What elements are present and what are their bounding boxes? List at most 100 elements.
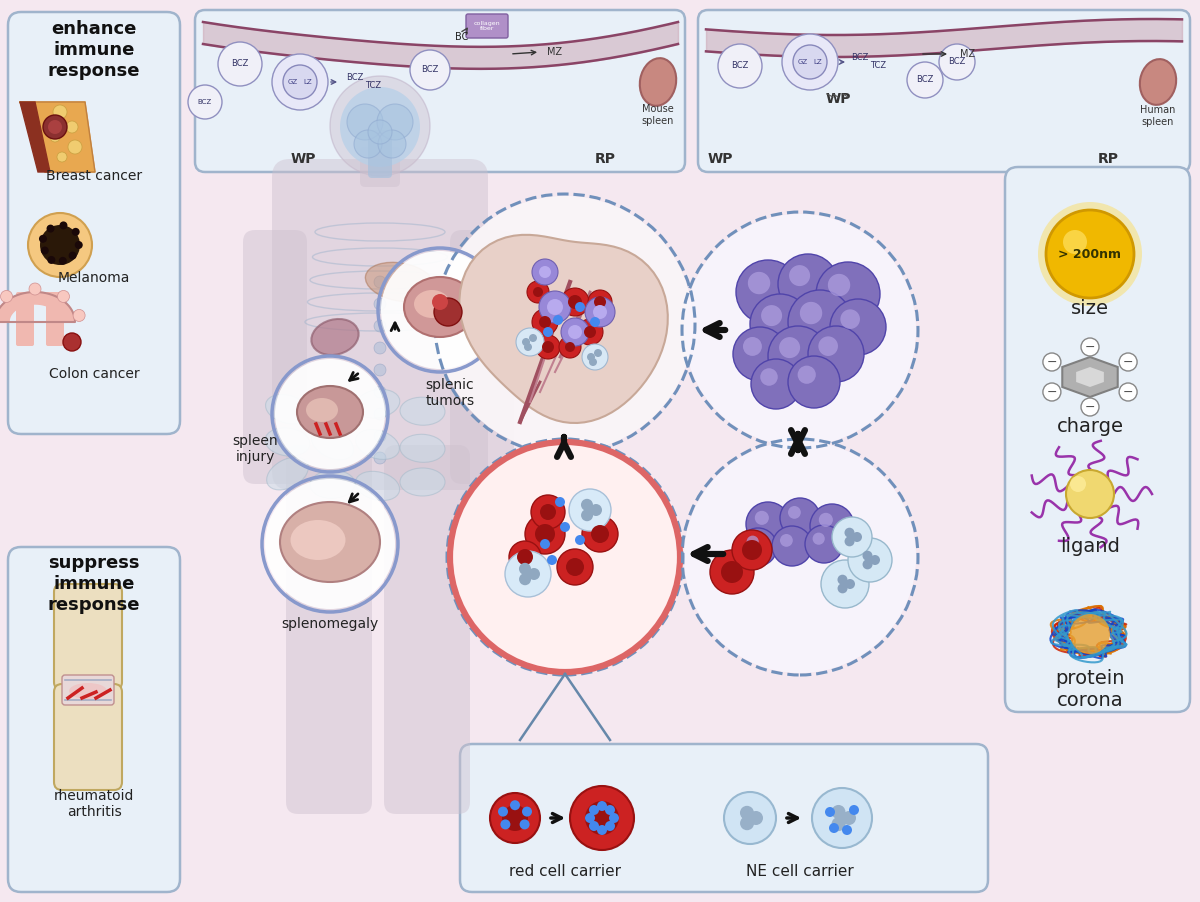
Text: > 200nm: > 200nm bbox=[1058, 247, 1122, 261]
Ellipse shape bbox=[400, 468, 445, 496]
Circle shape bbox=[832, 517, 872, 557]
Circle shape bbox=[53, 105, 67, 119]
Text: WP: WP bbox=[707, 152, 733, 166]
Circle shape bbox=[66, 121, 78, 133]
Ellipse shape bbox=[1140, 60, 1176, 105]
Circle shape bbox=[790, 265, 810, 286]
Circle shape bbox=[750, 294, 810, 354]
Circle shape bbox=[761, 368, 778, 386]
Circle shape bbox=[68, 252, 77, 260]
Circle shape bbox=[528, 568, 540, 580]
Circle shape bbox=[850, 805, 859, 815]
Circle shape bbox=[1081, 398, 1099, 416]
Text: BCZ: BCZ bbox=[347, 73, 364, 82]
Circle shape bbox=[570, 786, 634, 850]
Circle shape bbox=[43, 115, 67, 139]
FancyBboxPatch shape bbox=[194, 10, 685, 172]
Text: suppress
immune
response: suppress immune response bbox=[48, 554, 140, 613]
Circle shape bbox=[755, 511, 769, 525]
Circle shape bbox=[522, 338, 530, 346]
Ellipse shape bbox=[310, 398, 355, 426]
Circle shape bbox=[72, 228, 79, 235]
Circle shape bbox=[526, 514, 565, 554]
Circle shape bbox=[530, 495, 565, 529]
Polygon shape bbox=[460, 235, 667, 423]
Text: RP: RP bbox=[594, 152, 616, 166]
Circle shape bbox=[1120, 353, 1138, 371]
Circle shape bbox=[490, 793, 540, 843]
Circle shape bbox=[589, 805, 599, 815]
Circle shape bbox=[498, 806, 508, 816]
Circle shape bbox=[740, 805, 754, 820]
Circle shape bbox=[605, 805, 616, 815]
Ellipse shape bbox=[365, 262, 434, 301]
Circle shape bbox=[840, 309, 860, 329]
Circle shape bbox=[354, 130, 382, 158]
FancyBboxPatch shape bbox=[1006, 167, 1190, 712]
Circle shape bbox=[374, 452, 386, 464]
Text: BCZ: BCZ bbox=[948, 58, 966, 67]
Text: MZ: MZ bbox=[960, 49, 976, 59]
Text: BC: BC bbox=[455, 28, 468, 42]
Circle shape bbox=[47, 225, 54, 233]
Circle shape bbox=[374, 430, 386, 442]
Text: WP: WP bbox=[826, 92, 851, 106]
Circle shape bbox=[870, 555, 880, 565]
Circle shape bbox=[779, 337, 800, 358]
Circle shape bbox=[577, 319, 604, 345]
FancyBboxPatch shape bbox=[460, 744, 988, 892]
Text: size: size bbox=[1072, 299, 1109, 318]
Circle shape bbox=[778, 254, 838, 314]
Circle shape bbox=[524, 343, 532, 351]
FancyBboxPatch shape bbox=[450, 230, 514, 484]
Circle shape bbox=[589, 358, 598, 366]
Circle shape bbox=[1046, 210, 1134, 298]
Circle shape bbox=[527, 281, 550, 303]
Ellipse shape bbox=[355, 429, 400, 459]
Circle shape bbox=[782, 34, 838, 90]
Circle shape bbox=[598, 801, 607, 811]
Ellipse shape bbox=[310, 470, 355, 498]
Text: −: − bbox=[1046, 355, 1057, 369]
Ellipse shape bbox=[404, 277, 476, 337]
Circle shape bbox=[828, 274, 851, 296]
Circle shape bbox=[374, 364, 386, 376]
Circle shape bbox=[710, 550, 754, 594]
Circle shape bbox=[368, 120, 392, 144]
Text: ligand: ligand bbox=[1060, 537, 1120, 556]
Ellipse shape bbox=[265, 428, 310, 456]
Circle shape bbox=[520, 819, 529, 830]
Circle shape bbox=[47, 256, 55, 264]
Text: splenic
tumors: splenic tumors bbox=[426, 378, 474, 409]
Circle shape bbox=[593, 305, 607, 319]
Circle shape bbox=[568, 325, 582, 339]
Circle shape bbox=[586, 813, 595, 823]
Circle shape bbox=[74, 241, 83, 249]
Text: −: − bbox=[1123, 355, 1133, 369]
Circle shape bbox=[560, 522, 570, 532]
Circle shape bbox=[586, 801, 619, 835]
FancyBboxPatch shape bbox=[54, 584, 122, 690]
Text: BCZ: BCZ bbox=[232, 60, 248, 69]
Circle shape bbox=[845, 537, 854, 547]
Circle shape bbox=[684, 214, 916, 446]
FancyBboxPatch shape bbox=[62, 675, 114, 705]
Text: red cell carrier: red cell carrier bbox=[509, 864, 622, 879]
Text: TCZ: TCZ bbox=[870, 61, 886, 70]
Text: collagen
fiber: collagen fiber bbox=[474, 21, 500, 32]
FancyBboxPatch shape bbox=[54, 684, 122, 790]
Circle shape bbox=[505, 551, 551, 597]
Polygon shape bbox=[20, 102, 50, 172]
Text: −: − bbox=[1085, 340, 1096, 354]
Circle shape bbox=[374, 276, 386, 288]
Circle shape bbox=[582, 344, 608, 370]
Circle shape bbox=[562, 288, 589, 316]
Circle shape bbox=[582, 516, 618, 552]
Text: Mouse
spleen: Mouse spleen bbox=[642, 104, 674, 125]
Circle shape bbox=[1081, 338, 1099, 356]
Text: BCZ: BCZ bbox=[731, 61, 749, 70]
Circle shape bbox=[1120, 383, 1138, 401]
Text: Melanoma: Melanoma bbox=[58, 271, 130, 285]
Circle shape bbox=[830, 299, 886, 355]
Circle shape bbox=[736, 260, 800, 324]
